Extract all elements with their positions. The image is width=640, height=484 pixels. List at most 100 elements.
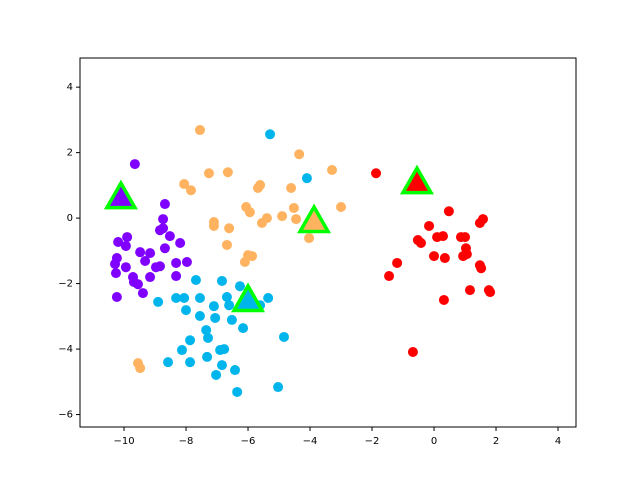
point [460, 232, 471, 243]
point [181, 256, 192, 267]
point [140, 255, 151, 266]
point [181, 305, 192, 316]
point [210, 312, 221, 323]
point [327, 164, 338, 175]
point [230, 365, 240, 376]
point [135, 247, 146, 258]
point [153, 296, 164, 307]
point [221, 292, 232, 303]
centroid [103, 179, 138, 210]
point [185, 335, 196, 346]
point [416, 237, 426, 248]
y-tick-label: −6 [58, 410, 73, 421]
point [208, 220, 219, 231]
y-tick-label: 2 [67, 148, 73, 159]
point [216, 360, 227, 371]
point [464, 285, 475, 296]
point [159, 243, 170, 254]
point [163, 357, 174, 368]
point [485, 287, 496, 298]
x-tick-label: 4 [555, 436, 561, 447]
point [194, 125, 205, 136]
point [443, 206, 454, 217]
point [273, 382, 284, 393]
x-tick-label: 0 [431, 436, 437, 447]
point [135, 363, 146, 374]
point [208, 301, 219, 312]
point [278, 331, 289, 342]
point [120, 240, 131, 251]
point [224, 300, 235, 311]
plot-frame [79, 57, 577, 428]
point [171, 292, 182, 303]
point [252, 182, 263, 193]
point [432, 232, 443, 243]
centroid [399, 164, 434, 195]
point [438, 294, 449, 305]
point [175, 237, 186, 248]
point [424, 220, 435, 231]
point [247, 251, 258, 262]
y-tick-label: 4 [67, 82, 73, 93]
point [159, 199, 170, 210]
centroid [231, 282, 266, 313]
point [179, 292, 190, 303]
y-tick-label: −4 [58, 344, 73, 355]
x-tick-label: 2 [493, 436, 499, 447]
point [154, 225, 165, 236]
point [145, 272, 156, 283]
point [203, 168, 214, 179]
point [179, 179, 190, 190]
point [190, 274, 201, 285]
point [120, 262, 131, 273]
point [458, 251, 469, 262]
point [239, 256, 250, 267]
point [226, 314, 237, 325]
point [429, 251, 440, 262]
point [185, 185, 196, 196]
point [238, 323, 249, 334]
point [371, 168, 382, 179]
point [232, 386, 243, 397]
point [194, 311, 205, 322]
point [439, 253, 450, 264]
point [129, 159, 140, 170]
point [286, 182, 297, 193]
point [301, 173, 312, 184]
x-tick-label: −10 [113, 436, 134, 447]
point [224, 223, 235, 234]
point [288, 202, 299, 213]
y-tick-label: −2 [58, 279, 73, 290]
point [291, 214, 302, 225]
point [110, 258, 121, 269]
point [110, 268, 121, 279]
point [384, 271, 395, 282]
point [407, 347, 418, 358]
point [392, 257, 403, 268]
x-tick-label: −6 [241, 436, 256, 447]
x-tick-label: −2 [365, 436, 380, 447]
point [111, 292, 122, 303]
x-tick-label: −8 [179, 436, 194, 447]
point [336, 201, 347, 212]
point [128, 276, 139, 287]
point [277, 211, 288, 222]
point [294, 149, 305, 160]
point [261, 213, 272, 224]
point [201, 325, 212, 336]
point [478, 214, 488, 225]
point [216, 275, 227, 286]
point [222, 167, 233, 178]
point [244, 207, 255, 218]
point [476, 263, 487, 274]
point [145, 248, 156, 259]
point [221, 239, 232, 250]
point [304, 233, 315, 244]
point [176, 345, 187, 356]
point [164, 231, 175, 242]
point [202, 351, 213, 362]
point [185, 357, 196, 368]
point [113, 237, 124, 248]
point [234, 281, 245, 292]
